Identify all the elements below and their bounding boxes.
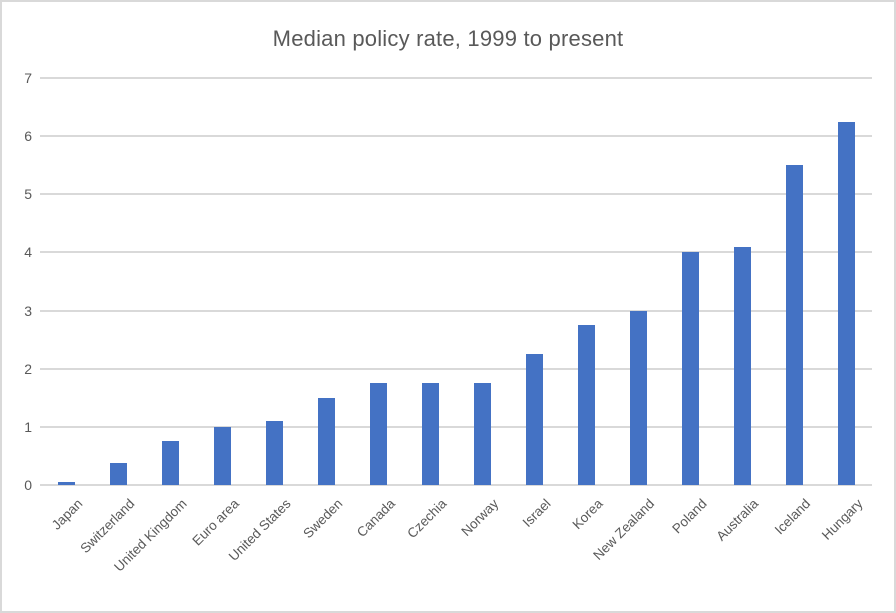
x-tick-label-israel: Israel bbox=[519, 496, 554, 530]
gridline-y6 bbox=[40, 135, 872, 138]
plot-area bbox=[40, 77, 872, 486]
gridline-y2 bbox=[40, 367, 872, 370]
bar-sweden[interactable] bbox=[317, 397, 335, 485]
bar-poland[interactable] bbox=[681, 252, 699, 485]
y-tick-label-7: 7 bbox=[24, 70, 32, 86]
y-tick-label-3: 3 bbox=[24, 302, 32, 319]
bar-new-zealand[interactable] bbox=[629, 310, 647, 485]
x-tick-label-hungary: Hungary bbox=[818, 496, 866, 543]
x-tick-label-australia: Australia bbox=[713, 496, 762, 544]
x-tick-label-korea: Korea bbox=[569, 496, 606, 533]
x-tick-label-czechia: Czechia bbox=[404, 496, 450, 542]
x-tick-label-iceland: Iceland bbox=[772, 496, 814, 538]
bar-israel[interactable] bbox=[525, 354, 543, 485]
x-tick-label-japan: Japan bbox=[48, 496, 86, 533]
bar-canada[interactable] bbox=[369, 383, 387, 485]
bar-iceland[interactable] bbox=[785, 165, 803, 485]
gridline-y3 bbox=[40, 309, 872, 312]
chart-title: Median policy rate, 1999 to present bbox=[272, 26, 624, 51]
y-tick-label-6: 6 bbox=[24, 128, 32, 145]
gridline-y1 bbox=[40, 425, 872, 428]
bar-australia[interactable] bbox=[733, 246, 751, 485]
y-tick-label-1: 1 bbox=[24, 418, 32, 435]
y-tick-label-4: 4 bbox=[24, 244, 32, 261]
gridline-y7 bbox=[40, 77, 872, 79]
x-tick-label-sweden: Sweden bbox=[300, 496, 346, 542]
bar-norway[interactable] bbox=[473, 383, 491, 485]
x-tick-label-poland: Poland bbox=[669, 496, 710, 537]
y-tick-label-5: 5 bbox=[24, 186, 32, 203]
bar-united-states[interactable] bbox=[265, 421, 283, 485]
bar-korea[interactable] bbox=[577, 325, 595, 485]
gridline-y0 bbox=[40, 484, 872, 486]
bar-euro-area[interactable] bbox=[213, 426, 231, 485]
bar-united-kingdom[interactable] bbox=[161, 441, 179, 485]
y-tick-label-2: 2 bbox=[24, 360, 32, 377]
bar-switzerland[interactable] bbox=[109, 463, 127, 485]
bar-japan[interactable] bbox=[57, 482, 75, 485]
gridline-y5 bbox=[40, 193, 872, 196]
x-tick-label-euro-area: Euro area bbox=[189, 496, 242, 549]
x-tick-label-canada: Canada bbox=[353, 496, 398, 541]
y-tick-label-0: 0 bbox=[24, 477, 32, 493]
x-tick-label-norway: Norway bbox=[458, 496, 502, 539]
bar-czechia[interactable] bbox=[421, 383, 439, 485]
gridline-y4 bbox=[40, 251, 872, 254]
bar-hungary[interactable] bbox=[837, 121, 855, 485]
